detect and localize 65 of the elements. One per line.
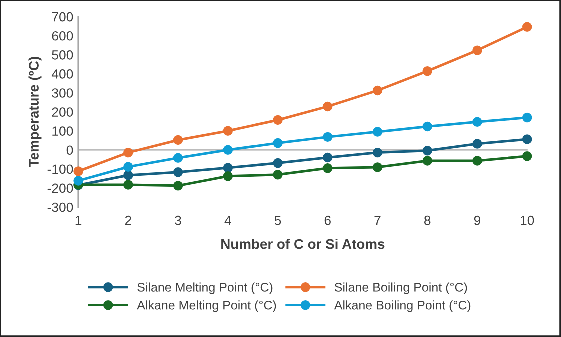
y-axis-title: Temperature (ºC) <box>28 57 42 168</box>
point <box>422 122 432 132</box>
point <box>273 158 283 168</box>
x-tick-label: 1 <box>76 216 82 226</box>
x-tick-label: 5 <box>274 216 282 226</box>
point <box>223 145 233 155</box>
y-tick-label: 400 <box>52 70 74 79</box>
legend-label: Silane Melting Point (°C) <box>138 282 273 294</box>
point <box>472 46 482 56</box>
point <box>372 148 383 158</box>
point <box>522 134 532 144</box>
y-tick-label: 700 <box>52 12 74 22</box>
x-tick-label: 7 <box>374 216 381 226</box>
legend-label: Alkane Melting Point (°C) <box>137 300 276 312</box>
point <box>173 181 184 191</box>
point <box>124 162 134 172</box>
x-tick-label: 9 <box>474 216 481 226</box>
legend-label: Silane Boiling Point (°C) <box>334 282 468 294</box>
point <box>522 152 532 162</box>
point <box>472 156 482 166</box>
point <box>273 138 283 148</box>
y-tick-label: 200 <box>52 108 74 117</box>
point <box>422 66 432 76</box>
point <box>124 170 134 180</box>
point <box>323 132 333 142</box>
x-tick-label: 4 <box>224 216 232 226</box>
point <box>522 112 532 123</box>
point <box>74 176 84 186</box>
point <box>422 146 432 156</box>
x-axis-title: Number of C or Si Atoms <box>222 239 385 250</box>
y-tick-label: 0 <box>66 146 74 156</box>
point <box>124 148 134 158</box>
point <box>372 86 383 96</box>
y-tick-label: 600 <box>52 31 74 41</box>
point <box>472 117 482 128</box>
point <box>323 164 333 174</box>
point <box>372 127 383 137</box>
y-tick-label: 300 <box>52 88 74 98</box>
point <box>223 172 233 182</box>
x-tick-label: 6 <box>324 216 331 226</box>
point <box>223 126 233 136</box>
point <box>74 166 84 176</box>
y-tick-label: 500 <box>52 50 74 60</box>
x-tick-label: 8 <box>424 216 431 226</box>
y-tick-label: -300 <box>48 202 74 212</box>
point <box>273 170 283 180</box>
point <box>223 163 233 173</box>
y-tick-label: 100 <box>52 126 74 136</box>
y-tick-label: -200 <box>48 184 74 194</box>
point <box>323 102 333 112</box>
x-tick-label: 3 <box>175 216 182 226</box>
point <box>323 152 333 163</box>
point <box>422 156 432 166</box>
y-tick-label: -100 <box>48 164 74 174</box>
point <box>522 22 532 32</box>
point <box>273 115 283 126</box>
x-tick-label: 10 <box>521 216 534 226</box>
x-tick-label: 2 <box>125 216 132 226</box>
point <box>372 162 383 172</box>
point <box>173 153 184 163</box>
point <box>124 180 134 190</box>
point <box>173 168 184 178</box>
legend-label: Alkane Boiling Point (°C) <box>334 300 471 312</box>
point <box>173 135 184 146</box>
point <box>472 139 482 149</box>
